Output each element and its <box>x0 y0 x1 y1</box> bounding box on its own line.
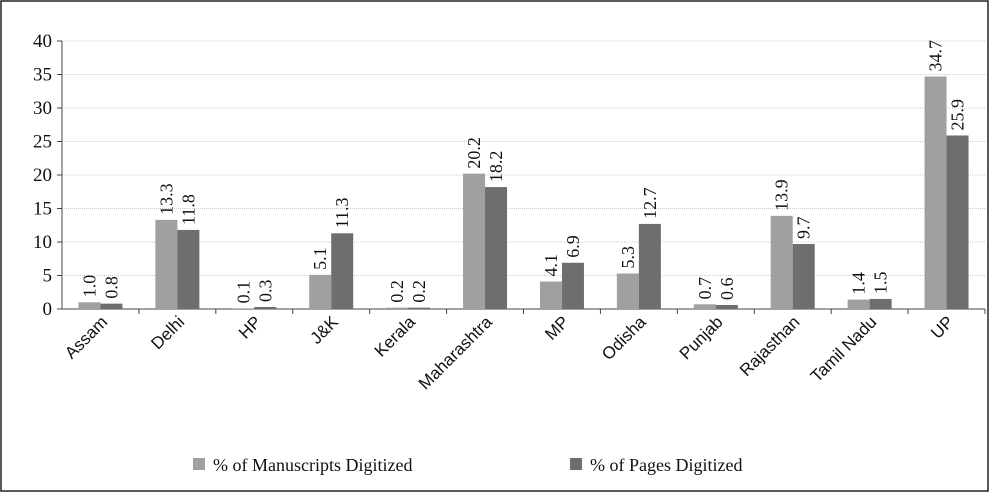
y-tick-label: 20 <box>33 165 52 186</box>
bar <box>177 229 200 309</box>
value-label: 1.5 <box>871 271 891 294</box>
value-label: 0.2 <box>387 280 407 303</box>
value-label: 4.1 <box>541 254 561 277</box>
value-label: 13.3 <box>156 183 176 215</box>
value-label: 0.7 <box>695 277 715 300</box>
value-label: 11.8 <box>178 194 198 225</box>
x-tick-label: MP <box>541 312 572 343</box>
x-tick-label: Tamil Nadu <box>807 312 881 386</box>
bar <box>78 302 101 309</box>
bar <box>309 274 332 309</box>
y-tick-label: 5 <box>43 266 53 287</box>
bar <box>792 244 815 309</box>
bar <box>155 219 178 309</box>
legend-swatch <box>570 458 582 470</box>
x-tick-label: Punjab <box>676 312 727 363</box>
value-label: 6.9 <box>563 235 583 258</box>
bar <box>100 303 123 309</box>
value-label: 0.3 <box>255 279 275 302</box>
legend-label: % of Manuscripts Digitized <box>213 455 412 475</box>
bar <box>847 299 870 309</box>
bar <box>485 187 508 309</box>
bar <box>539 281 562 309</box>
bar <box>616 273 639 309</box>
value-label: 0.6 <box>717 277 737 300</box>
bar <box>924 76 947 309</box>
x-tick-label: Rajasthan <box>736 312 804 380</box>
value-label: 1.4 <box>849 272 869 295</box>
x-tick-label: Odisha <box>598 312 650 364</box>
x-tick-label: HP <box>235 312 265 342</box>
y-tick-label: 35 <box>33 65 52 86</box>
value-label: 0.1 <box>233 281 253 304</box>
x-tick-label: UP <box>927 312 957 342</box>
y-tick-label: 30 <box>33 98 52 119</box>
bar <box>638 223 661 309</box>
y-tick-label: 15 <box>33 199 52 220</box>
x-tick-label: Assam <box>61 312 111 362</box>
bar <box>331 233 354 309</box>
x-tick-label: Maharashtra <box>415 312 496 393</box>
x-tick-label: Kerala <box>371 312 420 361</box>
bar <box>408 307 431 309</box>
value-label: 0.8 <box>101 276 121 299</box>
value-label: 34.7 <box>926 40 946 72</box>
value-label: 11.3 <box>332 197 352 228</box>
y-tick-label: 10 <box>33 232 52 253</box>
value-label: 20.2 <box>464 137 484 169</box>
x-tick-label: J&K <box>307 312 343 348</box>
bar <box>693 304 716 309</box>
value-label: 1.0 <box>79 275 99 298</box>
y-tick-label: 0 <box>43 299 53 320</box>
y-tick-label: 40 <box>33 31 52 52</box>
legend-label: % of Pages Digitized <box>590 455 742 475</box>
bar <box>946 135 969 309</box>
y-tick-label: 25 <box>33 132 52 153</box>
bar <box>463 173 486 309</box>
bar <box>869 298 892 309</box>
value-label: 0.2 <box>409 280 429 303</box>
bar <box>386 307 409 309</box>
value-label: 12.7 <box>640 187 660 219</box>
value-label: 5.1 <box>310 247 330 270</box>
value-label: 25.9 <box>948 99 968 131</box>
x-tick-label: Delhi <box>147 312 188 353</box>
value-label: 5.3 <box>618 246 638 269</box>
bar <box>770 215 793 309</box>
bar <box>232 308 255 309</box>
legend-swatch <box>193 458 205 470</box>
bar <box>715 304 738 309</box>
bar <box>561 262 584 309</box>
value-label: 18.2 <box>486 151 506 182</box>
value-label: 9.7 <box>794 217 814 240</box>
value-label: 13.9 <box>772 179 792 211</box>
bar <box>254 306 277 309</box>
